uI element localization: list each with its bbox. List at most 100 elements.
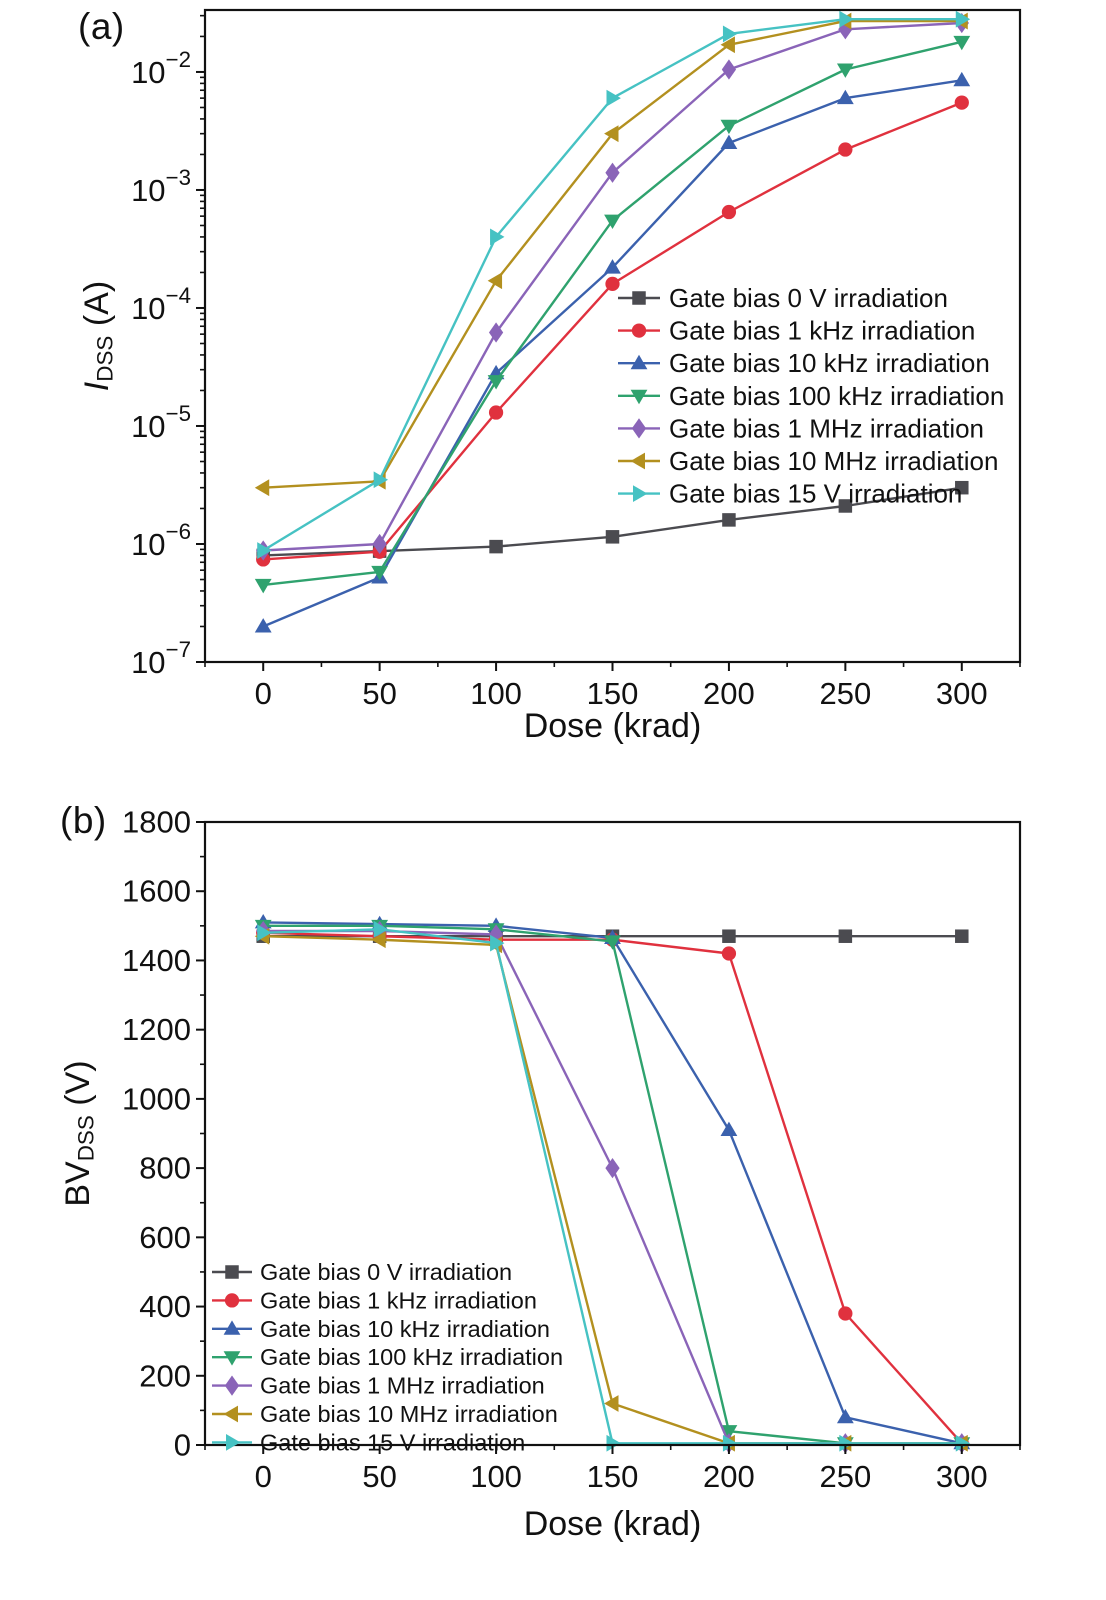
x-axis-label: Dose (krad) [524,1505,702,1543]
data-point-square-marker [955,480,969,495]
legend-label: Gate bias 0 V irradiation [669,283,948,313]
legend-triangle-up-marker [223,1320,241,1335]
data-point-square-marker [489,539,503,554]
y-tick-label: 1800 [122,805,191,840]
x-tick-label: 200 [703,1459,755,1494]
x-tick-label: 0 [255,1459,272,1494]
data-point-square-marker [955,929,969,943]
legend-label: Gate bias 1 kHz irradiation [260,1287,537,1313]
data-point-triangle-left-marker [604,125,619,143]
legend-triangle-left-marker [223,1405,238,1423]
data-point-triangle-up-marker [836,1408,854,1424]
x-tick-label: 200 [703,676,755,711]
data-point-triangle-right-marker [606,89,621,107]
legend-item: Gate bias 0 V irradiation [212,1259,512,1285]
legend-label: Gate bias 15 V irradiation [669,479,962,509]
tspan: (V) [59,1060,97,1115]
legend-diamond-marker [224,1375,240,1396]
x-tick-label: 50 [362,676,396,711]
tspan: DSS [92,336,117,382]
tspan: −3 [166,164,191,189]
data-point-square-marker [605,530,620,544]
chart-panel-a: 0 50 100 150 200 250 30010−710−610−510−410−310… [78,8,1022,745]
data-point-triangle-right-marker [722,1434,738,1452]
data-point-triangle-right-marker [257,924,272,942]
data-point-triangle-right-marker [373,920,389,938]
panel-a-group: 0 50 100 150 200 250 30010−710−610−510−410−310… [78,8,1022,745]
data-point-triangle-down-marker [371,565,389,581]
data-point-triangle-right-marker [722,25,738,43]
legend-circle-marker [224,1293,240,1308]
data-point-diamond-marker [605,1157,620,1179]
tspan: 10 [131,54,165,89]
data-point-triangle-left-marker [720,36,735,54]
data-point-circle-marker [721,946,737,961]
series-group [254,913,971,1454]
data-point-triangle-right-marker [839,10,854,28]
x-tick-label: 100 [470,676,522,711]
legend-label: Gate bias 10 MHz irradiation [260,1401,558,1427]
data-point-triangle-up-marker [254,618,272,633]
legend-triangle-down-marker [223,1351,241,1366]
legend-item: Gate bias 1 kHz irradiation [618,316,975,346]
tspan: 10 [131,290,165,325]
x-tick-label: 250 [819,1459,871,1494]
tspan: (A) [78,281,116,336]
legend-triangle-up-marker [630,354,648,370]
panel-b-label: (b) [60,800,107,841]
y-tick-label: 10−2 [131,46,191,89]
legend-item: Gate bias 0 V irradiation [618,283,948,313]
data-point-diamond-marker [605,162,620,183]
legend-item: Gate bias 15 V irradiation [212,1429,525,1455]
data-point-triangle-right-marker [955,1434,971,1452]
legend-label: Gate bias 10 kHz irradiation [260,1316,550,1342]
data-point-square-marker [722,513,736,527]
x-tick-label: 150 [587,676,639,711]
legend-item: Gate bias 100 kHz irradiation [212,1344,563,1370]
data-point-circle-marker [605,276,620,292]
y-tick-label: 600 [139,1220,191,1255]
data-point-diamond-marker [721,59,737,80]
data-point-circle-marker [954,95,969,110]
data-point-triangle-right-marker [839,1434,854,1452]
legend-label: Gate bias 100 kHz irradiation [669,381,1004,411]
legend-item: Gate bias 10 kHz irradiation [212,1316,550,1342]
legend-triangle-right-marker [226,1434,241,1451]
data-point-triangle-right-marker [606,1434,621,1452]
data-point-diamond-marker [488,322,504,343]
data-point-triangle-right-marker [490,228,505,246]
y-tick-label: 10−3 [131,164,191,207]
data-point-triangle-up-marker [720,134,738,150]
legend-triangle-right-marker [633,485,648,502]
legend-item: Gate bias 10 MHz irradiation [212,1401,558,1427]
tspan: −4 [166,282,191,307]
data-point-triangle-left-marker [487,272,503,290]
y-tick-label: 10−6 [131,518,191,561]
tspan: DSS [73,1115,98,1161]
data-point-triangle-down-marker [836,63,854,78]
y-tick-label: 200 [139,1358,191,1393]
chart-panel-b: 0 50 100 150 200 250 300 0 200 400 600 800 1000 1200 1… [59,805,1022,1543]
data-point-triangle-up-marker [953,71,971,87]
legend-item: Gate bias 100 kHz irradiation [618,381,1004,411]
legend-label: Gate bias 10 kHz irradiation [669,348,990,378]
data-point-circle-marker [721,204,737,220]
y-tick-label: 1600 [122,874,191,909]
tspan: 10 [131,172,165,207]
series-group [254,10,971,633]
data-point-circle-marker [838,142,853,157]
data-point-triangle-up-marker [836,89,854,105]
legend-item: Gate bias 10 MHz irradiation [618,446,998,476]
tspan: −5 [166,400,191,425]
y-tick-label: 400 [139,1289,191,1324]
legend-square-marker [632,291,646,305]
tspan: −2 [166,46,191,71]
y-tick-label: 0 [174,1428,191,1463]
data-point-triangle-down-marker [254,578,272,594]
legend-item: Gate bias 1 MHz irradiation [212,1373,545,1399]
legend-item: Gate bias 1 kHz irradiation [212,1287,537,1313]
data-point-triangle-down-marker [720,1425,738,1440]
